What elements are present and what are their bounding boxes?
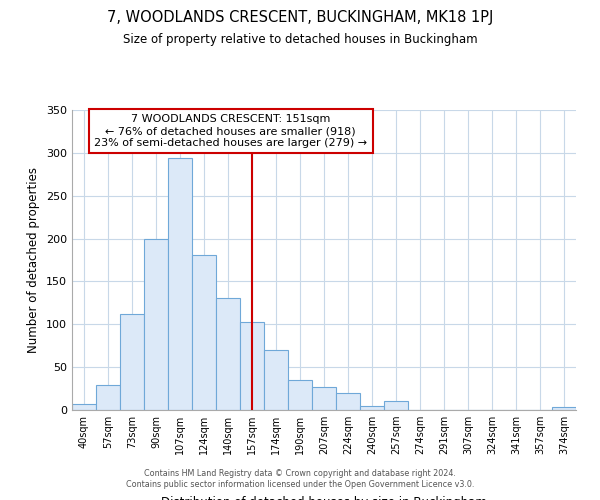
Text: Contains public sector information licensed under the Open Government Licence v3: Contains public sector information licen… (126, 480, 474, 489)
Bar (72, 404, 96, 410)
Bar (336, 393, 360, 410)
Bar (168, 158, 192, 410)
Bar (552, 408, 576, 410)
Text: Size of property relative to detached houses in Buckingham: Size of property relative to detached ho… (122, 32, 478, 46)
Y-axis label: Number of detached properties: Number of detached properties (28, 167, 40, 353)
X-axis label: Distribution of detached houses by size in Buckingham: Distribution of detached houses by size … (161, 496, 487, 500)
Bar (360, 406, 384, 410)
Bar (240, 322, 264, 410)
Bar (384, 402, 408, 410)
Bar (120, 314, 144, 410)
Bar (312, 387, 336, 410)
Bar (96, 385, 120, 410)
Bar (144, 240, 168, 410)
Bar (216, 298, 240, 410)
Text: Contains HM Land Registry data © Crown copyright and database right 2024.: Contains HM Land Registry data © Crown c… (144, 468, 456, 477)
Text: 7, WOODLANDS CRESCENT, BUCKINGHAM, MK18 1PJ: 7, WOODLANDS CRESCENT, BUCKINGHAM, MK18 … (107, 10, 493, 25)
Bar (264, 350, 288, 410)
Bar (192, 255, 216, 410)
Bar (288, 380, 312, 410)
Text: 7 WOODLANDS CRESCENT: 151sqm
← 76% of detached houses are smaller (918)
23% of s: 7 WOODLANDS CRESCENT: 151sqm ← 76% of de… (94, 114, 367, 148)
